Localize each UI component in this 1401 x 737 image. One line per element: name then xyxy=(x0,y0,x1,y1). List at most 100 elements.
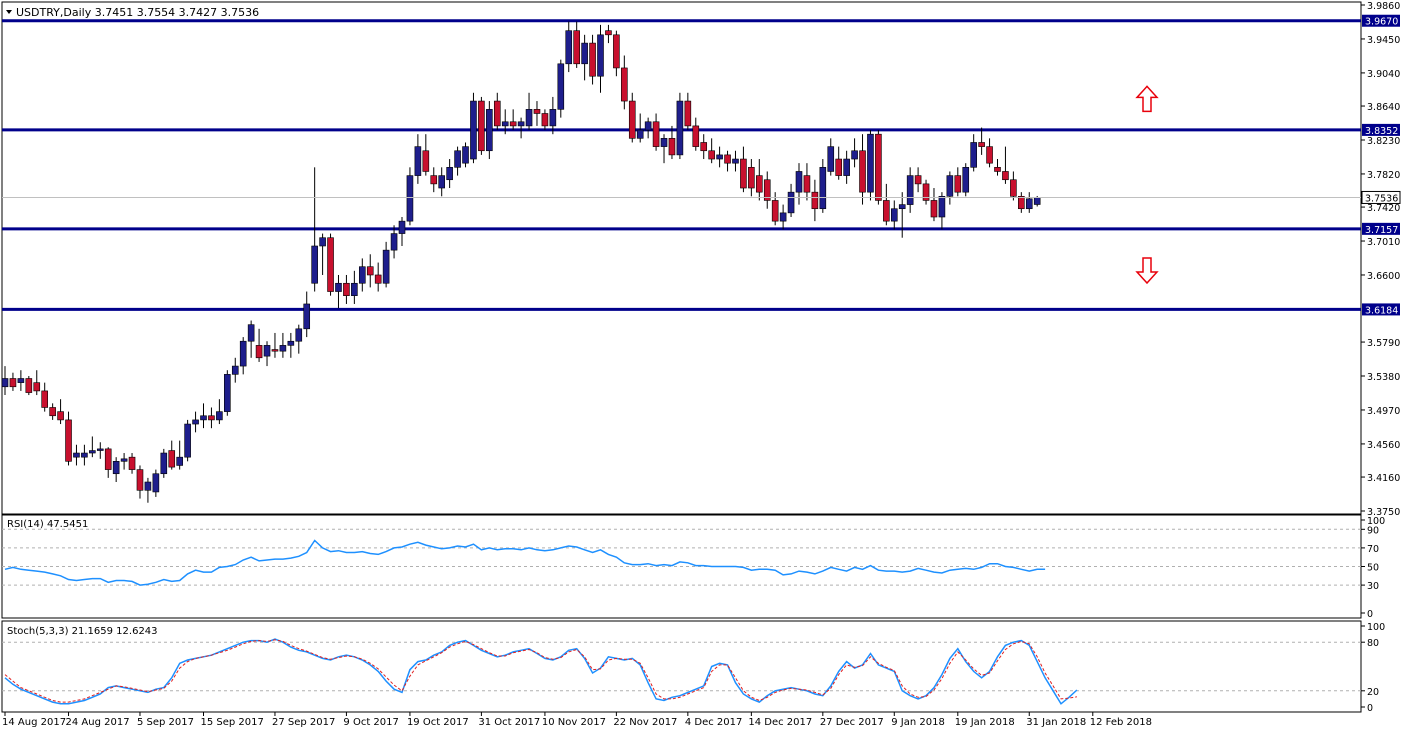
candle-body xyxy=(581,42,588,65)
time-tick-label: 19 Oct 2017 xyxy=(407,717,469,728)
candle-body xyxy=(41,390,49,408)
level-label: 3.8352 xyxy=(1365,126,1398,137)
candle-body xyxy=(231,365,239,375)
candle-body xyxy=(509,121,517,127)
stoch-axis: 100 80 20 0 xyxy=(2,622,1385,714)
candle-body xyxy=(81,452,88,458)
candle-body xyxy=(621,67,628,102)
candle-body xyxy=(279,345,287,352)
time-axis: 14 Aug 2017 24 Aug 2017 5 Sep 2017 15 Sep 2… xyxy=(2,712,1152,728)
candle-body xyxy=(358,266,366,284)
candle-body xyxy=(962,167,970,193)
candle-body xyxy=(470,100,477,160)
candle-body xyxy=(986,146,993,164)
candle-body xyxy=(263,345,271,357)
level-label: 3.7157 xyxy=(1365,225,1398,236)
time-tick-label: 12 Feb 2018 xyxy=(1090,717,1152,728)
dropdown-triangle-icon[interactable] xyxy=(6,10,12,14)
candle-body xyxy=(454,150,461,168)
candle-body xyxy=(549,109,557,127)
candle-body xyxy=(96,448,104,451)
candle-body xyxy=(65,419,72,462)
symbol-header-text: USDTRY,Daily 3.7451 3.7554 3.7427 3.7536 xyxy=(16,6,259,19)
candle-body xyxy=(636,129,644,139)
price-tick-label: 3.7010 xyxy=(1367,237,1400,248)
candle-body xyxy=(1033,197,1041,205)
arrow-down-icon xyxy=(1135,257,1159,285)
candle-body xyxy=(216,411,223,421)
price-panel xyxy=(1,1,1362,515)
candle-body xyxy=(867,133,874,193)
candle-body xyxy=(176,456,183,466)
candle-body xyxy=(112,461,120,475)
candle-body xyxy=(883,200,890,222)
level-label-box xyxy=(1362,303,1400,316)
candle-body xyxy=(319,237,326,247)
candle-body xyxy=(1010,179,1017,197)
price-axis: 3.9860 3.9450 3.9040 3.8640 3.8230 3.7820 3.74… xyxy=(1361,1,1400,518)
candle-body xyxy=(517,121,525,127)
candle-body xyxy=(57,411,64,421)
price-tick-label: 3.8230 xyxy=(1367,136,1400,147)
time-tick-label: 27 Sep 2017 xyxy=(272,717,335,728)
candle-body xyxy=(557,63,565,110)
price-tick-label: 3.9040 xyxy=(1367,69,1400,80)
candle-body xyxy=(613,34,620,69)
candle-body xyxy=(811,191,819,210)
candle-body xyxy=(343,282,350,296)
candle-body xyxy=(422,150,430,172)
level-label-box xyxy=(1362,14,1400,27)
candle-body xyxy=(501,121,509,127)
rsi-series xyxy=(4,539,1046,586)
candle-body xyxy=(700,142,708,152)
candle-body xyxy=(827,146,835,172)
time-tick-label: 24 Aug 2017 xyxy=(66,717,130,728)
time-tick-label: 27 Dec 2017 xyxy=(820,717,884,728)
time-tick-label: 19 Jan 2018 xyxy=(955,717,1015,728)
last-price-box xyxy=(1361,190,1401,204)
candle-body xyxy=(795,171,803,193)
candle-body xyxy=(589,42,596,77)
candle-body xyxy=(438,175,446,189)
candle-body xyxy=(366,266,374,276)
main-series-line xyxy=(4,638,1078,705)
candle-body xyxy=(644,121,652,131)
price-tick-label: 3.4970 xyxy=(1367,406,1400,417)
candle-body xyxy=(597,34,604,77)
indicator-tick-label: 0 xyxy=(1367,609,1373,620)
candlesticks xyxy=(1,21,1041,503)
arrow-up-icon xyxy=(1135,85,1159,113)
candle-body xyxy=(374,274,382,284)
price-tick-label: 3.3750 xyxy=(1367,507,1400,518)
candle-body xyxy=(303,303,311,330)
candle-body xyxy=(9,378,17,388)
candle-body xyxy=(946,175,954,197)
candle-body xyxy=(859,150,866,193)
indicator-tick-label: 50 xyxy=(1367,563,1379,574)
candle-body xyxy=(938,196,946,218)
main-series-line xyxy=(4,539,1046,586)
candle-body xyxy=(49,407,56,417)
candle-body xyxy=(732,158,739,164)
candle-body xyxy=(763,179,771,201)
candle-body xyxy=(152,473,160,493)
indicator-tick-label: 100 xyxy=(1367,516,1385,527)
candle-body xyxy=(954,175,962,193)
candle-body xyxy=(398,220,406,234)
signal-series-line xyxy=(4,639,1077,703)
candle-body xyxy=(311,245,318,284)
candle-body xyxy=(430,175,438,185)
time-tick-label: 22 Nov 2017 xyxy=(613,717,677,728)
candle-body xyxy=(708,150,715,160)
last-price-label: 3.7536 xyxy=(1365,193,1398,204)
candle-body xyxy=(1,378,9,388)
time-tick-label: 10 Nov 2017 xyxy=(542,717,606,728)
candle-body xyxy=(898,204,906,210)
trade-arrows xyxy=(1135,85,1159,285)
candle-body xyxy=(525,109,533,127)
symbol-header[interactable]: USDTRY,Daily 3.7451 3.7554 3.7427 3.7536 xyxy=(6,6,259,19)
time-tick-label: 31 Oct 2017 xyxy=(478,717,540,728)
candle-body xyxy=(486,109,493,152)
candle-body xyxy=(541,113,549,127)
candle-body xyxy=(875,133,882,201)
